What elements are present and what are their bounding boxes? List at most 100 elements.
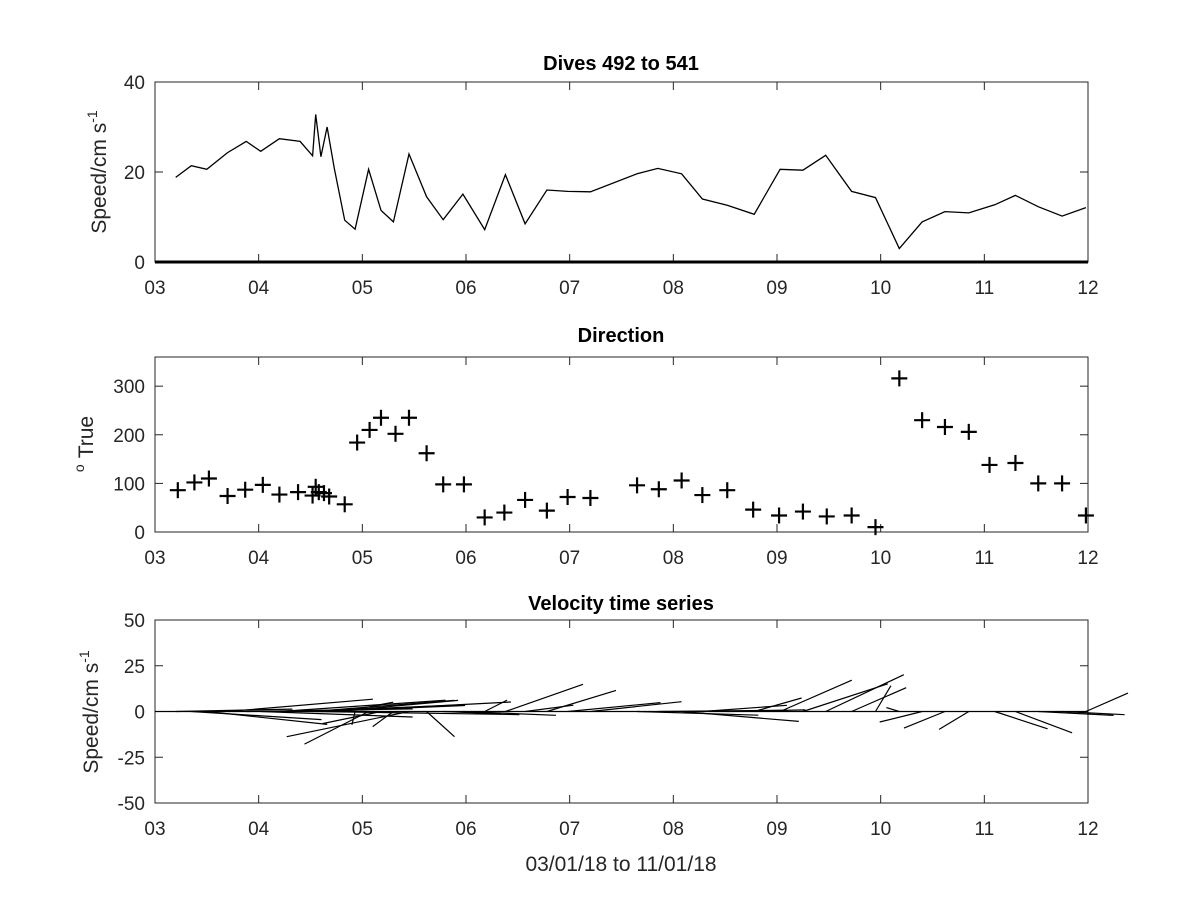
direction-x-tick-label: 05 [352, 548, 373, 569]
direction-point [237, 481, 254, 498]
velocity-x-tick-label: 03 [144, 819, 165, 840]
velocity-stick [304, 710, 369, 745]
direction-ylabel-pre: o [71, 464, 87, 472]
velocity-stick [886, 707, 900, 713]
direction-point [650, 481, 667, 498]
speed-x-tick-label: 04 [248, 278, 270, 299]
velocity-stick [903, 710, 946, 729]
speed-y-tick-label: 0 [134, 253, 145, 274]
direction-point [517, 491, 534, 508]
velocity-y-tick-label: 25 [124, 657, 145, 678]
direction-point [981, 456, 998, 473]
speed-x-tick-label: 07 [559, 278, 580, 299]
velocity-stick [505, 683, 584, 713]
direction-point [914, 412, 931, 429]
velocity-stick [372, 711, 394, 728]
direction-point [867, 519, 884, 536]
direction-point [435, 476, 452, 493]
direction-point [418, 445, 435, 462]
speed-title: Dives 492 to 541 [543, 53, 699, 75]
velocity-stick [681, 710, 799, 722]
direction-point [290, 484, 307, 501]
direction-x-tick-label: 07 [559, 548, 580, 569]
speed-x-tick-label: 03 [144, 278, 165, 299]
direction-title: Direction [578, 325, 665, 347]
direction-x-tick-label: 12 [1077, 548, 1098, 569]
direction-point [960, 423, 977, 440]
velocity-stick [879, 710, 923, 723]
direction-point [400, 409, 417, 426]
direction-point [219, 488, 236, 505]
velocity-y-tick-label: -50 [118, 794, 145, 815]
speed-x-tick-label: 05 [352, 278, 373, 299]
direction-y-tick-label: 300 [113, 377, 145, 398]
velocity-stick [315, 710, 520, 716]
velocity-stick [484, 699, 508, 713]
direction-point [745, 501, 762, 518]
velocity-stick [874, 685, 892, 712]
direction-point [476, 509, 493, 526]
velocity-stick [567, 702, 661, 713]
direction-point [891, 370, 908, 387]
velocity-stick [279, 699, 446, 713]
direction-x-tick-label: 09 [766, 548, 787, 569]
velocity-stick [1062, 710, 1125, 716]
velocity-ylabel-sup: -1 [76, 650, 92, 663]
direction-point [169, 482, 186, 499]
velocity-stick [754, 697, 802, 713]
direction-panel: Direction o True 03 04 05 06 07 08 09 10 11 12 0 100… [71, 325, 1099, 569]
direction-point [936, 419, 953, 435]
velocity-stick [590, 701, 682, 713]
velocity-stick [443, 710, 502, 715]
direction-point [559, 489, 576, 505]
direction-ylabel-text: True [75, 416, 98, 458]
velocity-x-tick-label: 11 [974, 819, 994, 840]
velocity-x-axis-label: 03/01/18 to 11/01/18 [525, 853, 716, 876]
speed-series-line [175, 114, 1087, 250]
velocity-x-tick-label: 10 [870, 819, 891, 840]
direction-point [538, 502, 555, 519]
velocity-stick [206, 710, 328, 725]
velocity-x-tick-label: 08 [663, 819, 684, 840]
speed-x-tick-label: 08 [663, 278, 684, 299]
direction-point [818, 508, 835, 525]
velocity-x-tick-label: 05 [352, 819, 373, 840]
direction-point [1030, 475, 1047, 492]
velocity-stick [426, 711, 455, 738]
direction-point [200, 470, 217, 487]
velocity-ylabel-text: Speed/cm s [80, 663, 103, 774]
speed-x-tick-label: 10 [870, 278, 891, 299]
speed-y-axis-label: Speed/cm s-1 [84, 110, 111, 234]
direction-point [771, 507, 788, 524]
velocity-y-tick-label: -25 [118, 748, 145, 769]
velocity-stick [175, 708, 293, 713]
velocity-stick [1015, 710, 1073, 734]
speed-ylabel-text: Speed/cm s [88, 123, 111, 234]
direction-y-tick-label: 0 [134, 523, 145, 544]
velocity-stick [191, 710, 322, 721]
direction-x-tick-label: 11 [974, 548, 994, 569]
direction-point [1077, 507, 1094, 524]
direction-y-tick-label: 200 [113, 426, 145, 447]
speed-x-tick-label: 11 [974, 278, 994, 299]
velocity-stick [727, 709, 806, 713]
velocity-title: Velocity time series [528, 593, 714, 615]
velocity-y-tick-label: 50 [124, 611, 145, 632]
direction-point [455, 476, 472, 493]
direction-point [673, 472, 690, 489]
speed-y-tick-label: 20 [124, 163, 145, 184]
direction-point [186, 474, 203, 491]
direction-point [271, 486, 288, 503]
direction-point [361, 421, 378, 438]
speed-x-tick-label: 06 [455, 278, 476, 299]
direction-x-tick-label: 03 [144, 548, 165, 569]
direction-point [794, 503, 811, 520]
direction-point [1054, 475, 1071, 492]
direction-point [387, 425, 404, 442]
velocity-stick [546, 689, 617, 713]
velocity-stick [312, 699, 455, 713]
direction-point [629, 477, 646, 494]
direction-point [372, 409, 389, 426]
direction-point [321, 488, 338, 505]
speed-y-tick-label: 40 [124, 73, 145, 94]
